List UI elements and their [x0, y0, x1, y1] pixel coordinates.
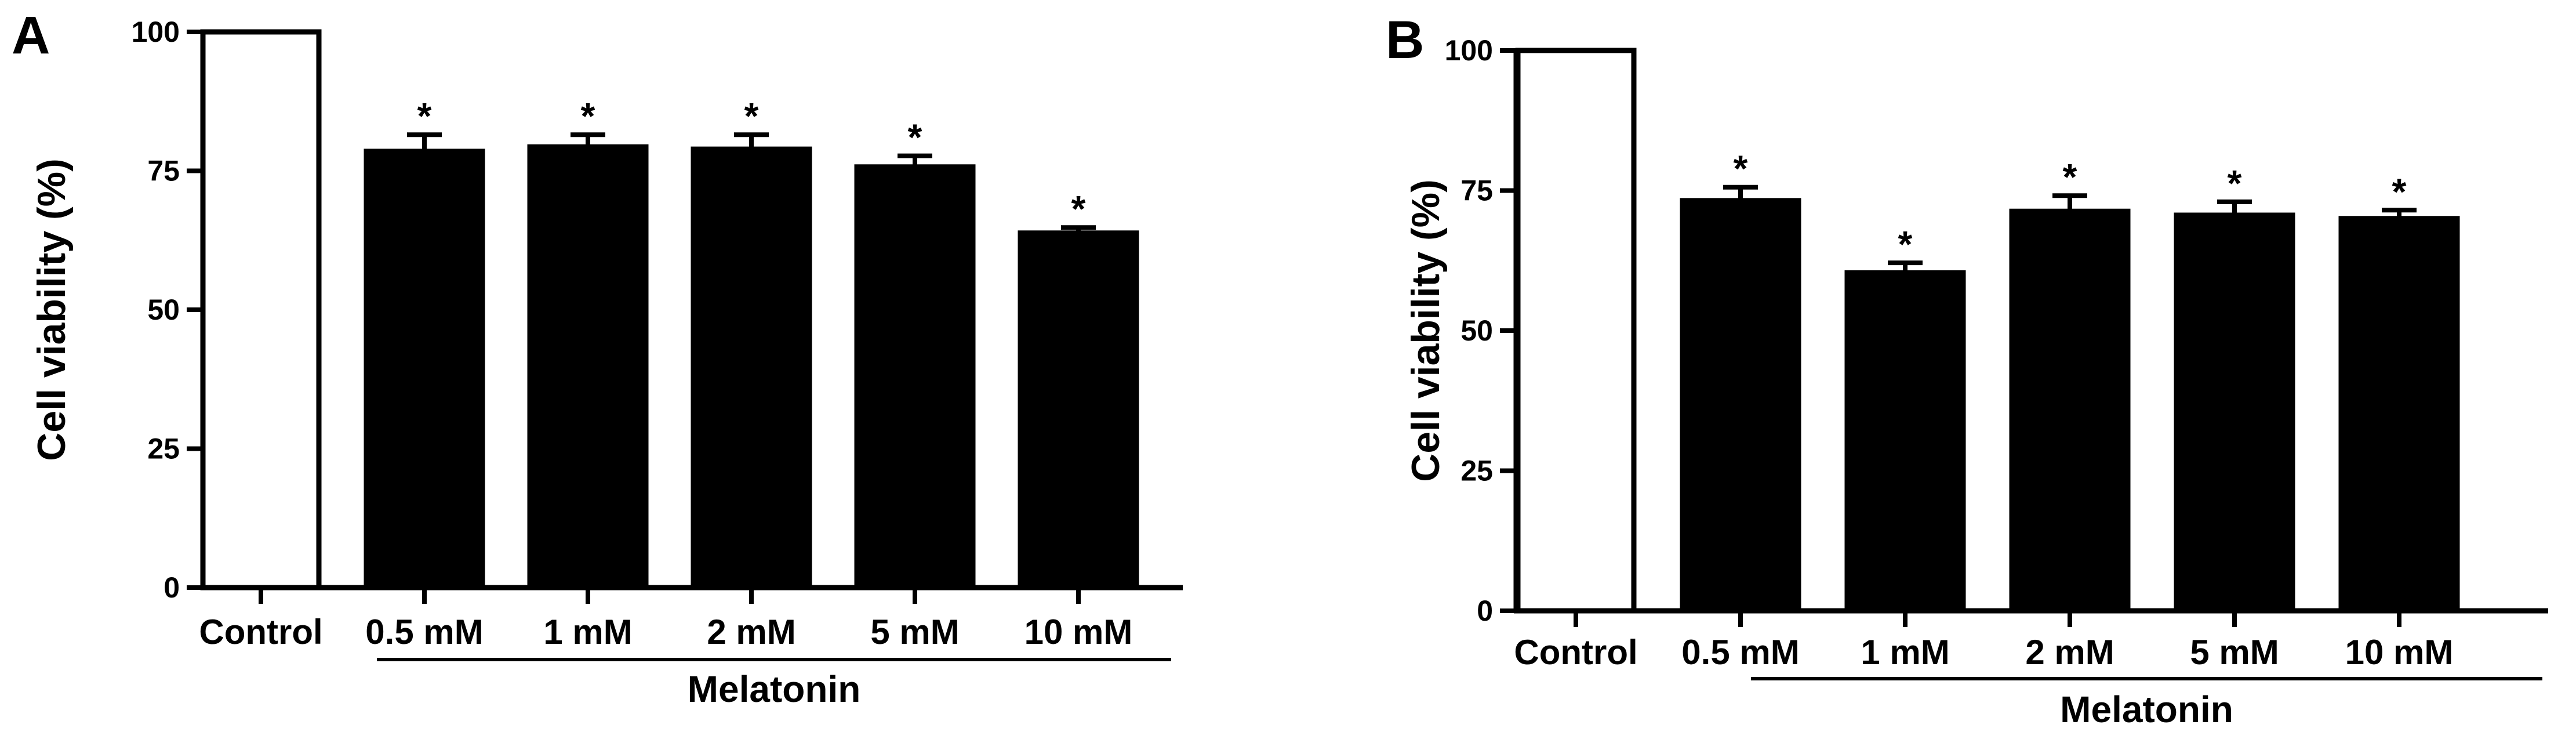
panel-b-significance-mark: *	[1734, 148, 1748, 190]
panel-a-y-tick-label: 100	[132, 16, 180, 48]
panel-b-bar	[1844, 270, 1966, 614]
panel-a: A 0 25 50 75 100 Cell viability (%) Control * 0.…	[12, 6, 1183, 710]
panel-b: B 0 25 50 75 100 Cell viability (%) Control * 0.…	[1386, 10, 2548, 730]
panel-b-bar	[2009, 208, 2131, 614]
panel-b-significance-mark: *	[2063, 156, 2077, 198]
panel-b-y-tick-label: 100	[1445, 34, 1493, 67]
panel-a-category-label: 1 mM	[543, 613, 632, 651]
panel-a-significance-mark: *	[1071, 188, 1086, 230]
panel-b-bar	[1515, 48, 1637, 614]
panel-b-category-label: 5 mM	[2190, 633, 2279, 672]
panel-a-y-tick-label: 0	[164, 571, 180, 604]
panel-a-bar	[1018, 230, 1139, 591]
panel-b-bar	[2174, 212, 2295, 614]
panel-b-y-tick-label: 25	[1460, 455, 1493, 487]
panel-a-significance-mark: *	[744, 95, 759, 137]
panel-a-label: A	[12, 6, 50, 65]
panel-b-y-axis-title: Cell viability (%)	[1404, 179, 1448, 481]
panel-b-category-label: 10 mM	[2345, 633, 2454, 672]
panel-a-category-label: 10 mM	[1024, 613, 1133, 651]
panel-a-y-tick-label: 25	[147, 433, 180, 465]
panel-a-significance-mark: *	[417, 95, 432, 137]
panel-b-category-label: 0.5 mM	[1681, 633, 1799, 672]
panel-a-category-label: 5 mM	[870, 613, 959, 651]
panel-a-bar	[364, 148, 485, 591]
panel-b-significance-mark: *	[2228, 162, 2242, 204]
panel-a-y-axis-title: Cell viability (%)	[30, 158, 74, 461]
panel-a-category-label: 2 mM	[707, 613, 795, 651]
panel-a-bar	[854, 164, 976, 591]
panel-a-y-tick-label: 75	[147, 155, 180, 187]
panel-a-bar	[200, 29, 322, 591]
panel-b-category-label: 1 mM	[1861, 633, 1949, 672]
panel-b-category-label: 2 mM	[2025, 633, 2114, 672]
panel-a-significance-mark: *	[908, 117, 922, 158]
panel-a-bar	[691, 146, 812, 591]
panel-a-significance-mark: *	[581, 95, 595, 137]
panel-a-bar	[527, 144, 649, 591]
panel-b-y-tick-label: 0	[1477, 595, 1493, 627]
panel-b-category-label: Control	[1514, 633, 1637, 672]
panel-a-y-tick-label: 50	[147, 294, 180, 326]
panel-b-bar	[2338, 216, 2460, 614]
panel-b-y-tick-label: 50	[1460, 314, 1493, 347]
panel-a-group-label: Melatonin	[688, 668, 861, 710]
panel-b-bar	[1680, 198, 1801, 614]
panel-a-category-label: 0.5 mM	[365, 613, 483, 651]
panel-b-y-tick-label: 75	[1460, 175, 1493, 207]
panel-b-label: B	[1386, 10, 1424, 70]
panel-b-significance-mark: *	[1898, 223, 1913, 265]
panel-a-category-label: Control	[199, 613, 322, 651]
panel-b-significance-mark: *	[2392, 171, 2407, 212]
panel-b-group-label: Melatonin	[2060, 689, 2233, 730]
